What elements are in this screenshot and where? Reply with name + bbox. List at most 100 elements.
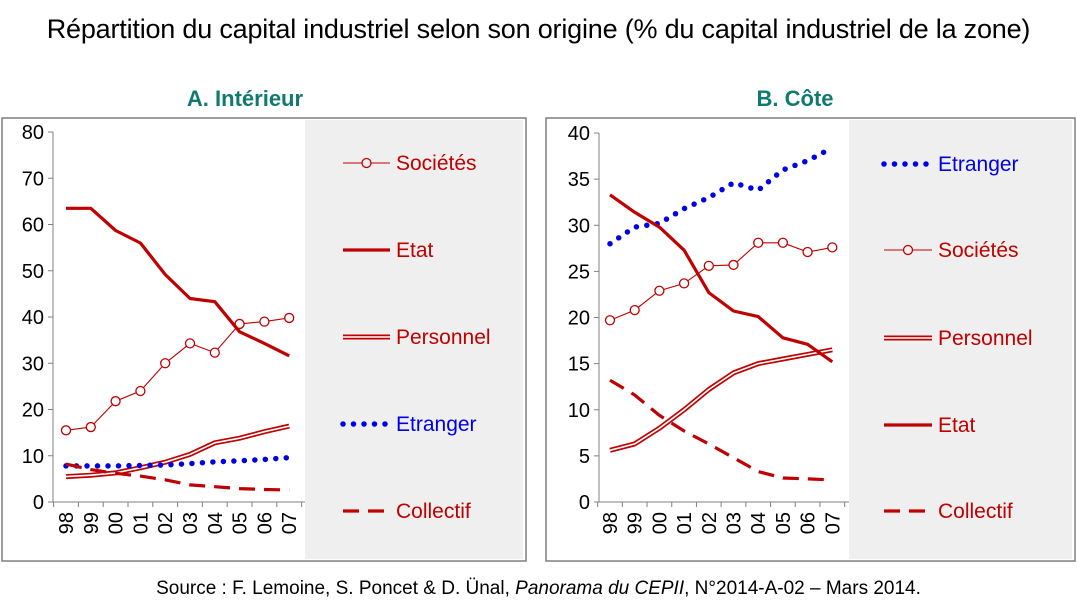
societes-point [678, 278, 690, 289]
legend-societes-marker [361, 157, 372, 169]
source-prefix: Source : F. Lemoine, S. Poncet & D. Ünal… [156, 578, 516, 599]
x-tick-label: 02 [155, 512, 177, 534]
legend-label-etranger: Etranger [396, 413, 477, 436]
legend-item-etranger: Etranger [881, 153, 1019, 176]
societes-point [753, 237, 764, 248]
x-tick-label: 06 [254, 512, 276, 534]
series-personnel [65, 423, 290, 480]
x-tick-label: 01 [674, 512, 696, 534]
series-societes [604, 237, 838, 326]
legend-item-etat: Etat [884, 414, 976, 437]
x-tick-label: 03 [724, 512, 746, 534]
y-tick-label: 5 [579, 446, 590, 468]
societes-point [85, 421, 96, 433]
y-tick-label: 30 [568, 215, 590, 237]
y-tick-label: 40 [568, 123, 590, 145]
x-tick-label: 06 [798, 512, 820, 534]
etat-line [609, 193, 834, 364]
panel-title-cote: B. Côte [756, 86, 834, 111]
y-tick-label: 60 [22, 215, 44, 237]
societes-point [184, 338, 196, 349]
societes-point [802, 246, 813, 258]
chart-frame [545, 117, 1076, 562]
y-tick-label: 0 [579, 492, 590, 514]
series-personnel [609, 347, 833, 453]
societes-point [135, 385, 146, 397]
x-tick-label: 99 [81, 512, 103, 534]
legend-label-collectif: Collectif [938, 500, 1013, 523]
y-tick-label: 20 [22, 400, 44, 422]
series-etat [66, 206, 290, 358]
legend-label-etranger: Etranger [938, 153, 1019, 176]
legend-label-collectif: Collectif [396, 500, 471, 523]
societes-point [703, 260, 714, 271]
x-tick-label: 07 [822, 512, 844, 534]
etat-line [66, 206, 290, 358]
y-tick-label: 50 [22, 261, 44, 283]
x-tick-label: 03 [180, 512, 202, 534]
societes-point [777, 237, 789, 248]
legend-item-collectif: Collectif [343, 500, 471, 523]
legend-label-personnel: Personnel [938, 327, 1033, 350]
y-tick-label: 35 [568, 169, 590, 191]
societes-line [65, 317, 290, 431]
legend-item-etranger: Etranger [340, 413, 477, 436]
x-tick-label: 07 [279, 512, 301, 534]
legend-item-collectif: Collectif [884, 500, 1013, 523]
legend-item-societes: Sociétés [884, 239, 1019, 262]
x-tick-label: 01 [130, 512, 152, 534]
societes-point [604, 315, 616, 326]
societes-point [284, 312, 295, 324]
x-tick-label: 04 [748, 512, 770, 534]
x-tick-label: 98 [600, 512, 622, 534]
legend-label-societes: Sociétés [938, 239, 1019, 262]
y-tick-label: 70 [22, 168, 44, 190]
y-tick-label: 30 [22, 353, 44, 375]
legend-label-etat: Etat [938, 414, 976, 437]
societes-point [629, 304, 640, 316]
y-tick-label: 10 [568, 400, 590, 422]
legend-item-personnel: Personnel [343, 326, 491, 349]
x-tick-label: 99 [625, 512, 647, 534]
y-tick-label: 15 [568, 354, 590, 376]
legend-societes-marker [902, 244, 914, 256]
series-societes [60, 312, 295, 436]
x-tick-label: 98 [56, 512, 78, 534]
legend-item-personnel: Personnel [884, 327, 1033, 350]
source-suffix: , N°2014-A-02 – Mars 2014. [684, 578, 921, 599]
etranger-line [607, 145, 836, 247]
legend-item-etat: Etat [343, 239, 434, 262]
series-etat [609, 193, 834, 364]
societes-point [209, 347, 220, 358]
y-tick-label: 25 [568, 261, 590, 283]
personnel-line-inner [609, 349, 833, 452]
source-publication: Panorama du CEPII [515, 578, 685, 599]
societes-point [160, 358, 171, 369]
y-tick-label: 0 [33, 492, 44, 514]
societes-point [827, 242, 838, 253]
x-tick-label: 02 [699, 512, 721, 534]
series-collectif [65, 462, 290, 492]
legend-label-personnel: Personnel [396, 326, 491, 349]
chart-interieur: 0 10 20 30 40 50 60 70 80 98 99 00 01 02 03 04 05 06 07 Soc… [1, 117, 527, 562]
x-tick-label: 05 [773, 512, 795, 534]
series-collectif [609, 378, 833, 482]
series-etranger [607, 145, 836, 247]
legend-label-societes: Sociétés [396, 152, 477, 175]
societes-point [60, 425, 72, 436]
societes-line [609, 242, 833, 321]
source-caption: Source : F. Lemoine, S. Poncet & D. Ünal… [0, 578, 1077, 600]
personnel-line-inner [65, 425, 290, 478]
x-tick-label: 00 [106, 512, 128, 534]
x-tick-label: 04 [205, 512, 227, 534]
legend-item-societes: Sociétés [343, 152, 477, 175]
societes-point [110, 396, 121, 407]
y-tick-label: 20 [568, 308, 590, 330]
collectif-line [609, 378, 833, 482]
societes-point [728, 259, 739, 271]
x-tick-label: 00 [649, 512, 671, 534]
y-tick-label: 80 [22, 122, 44, 144]
y-tick-label: 10 [22, 446, 44, 468]
societes-point [259, 316, 270, 327]
